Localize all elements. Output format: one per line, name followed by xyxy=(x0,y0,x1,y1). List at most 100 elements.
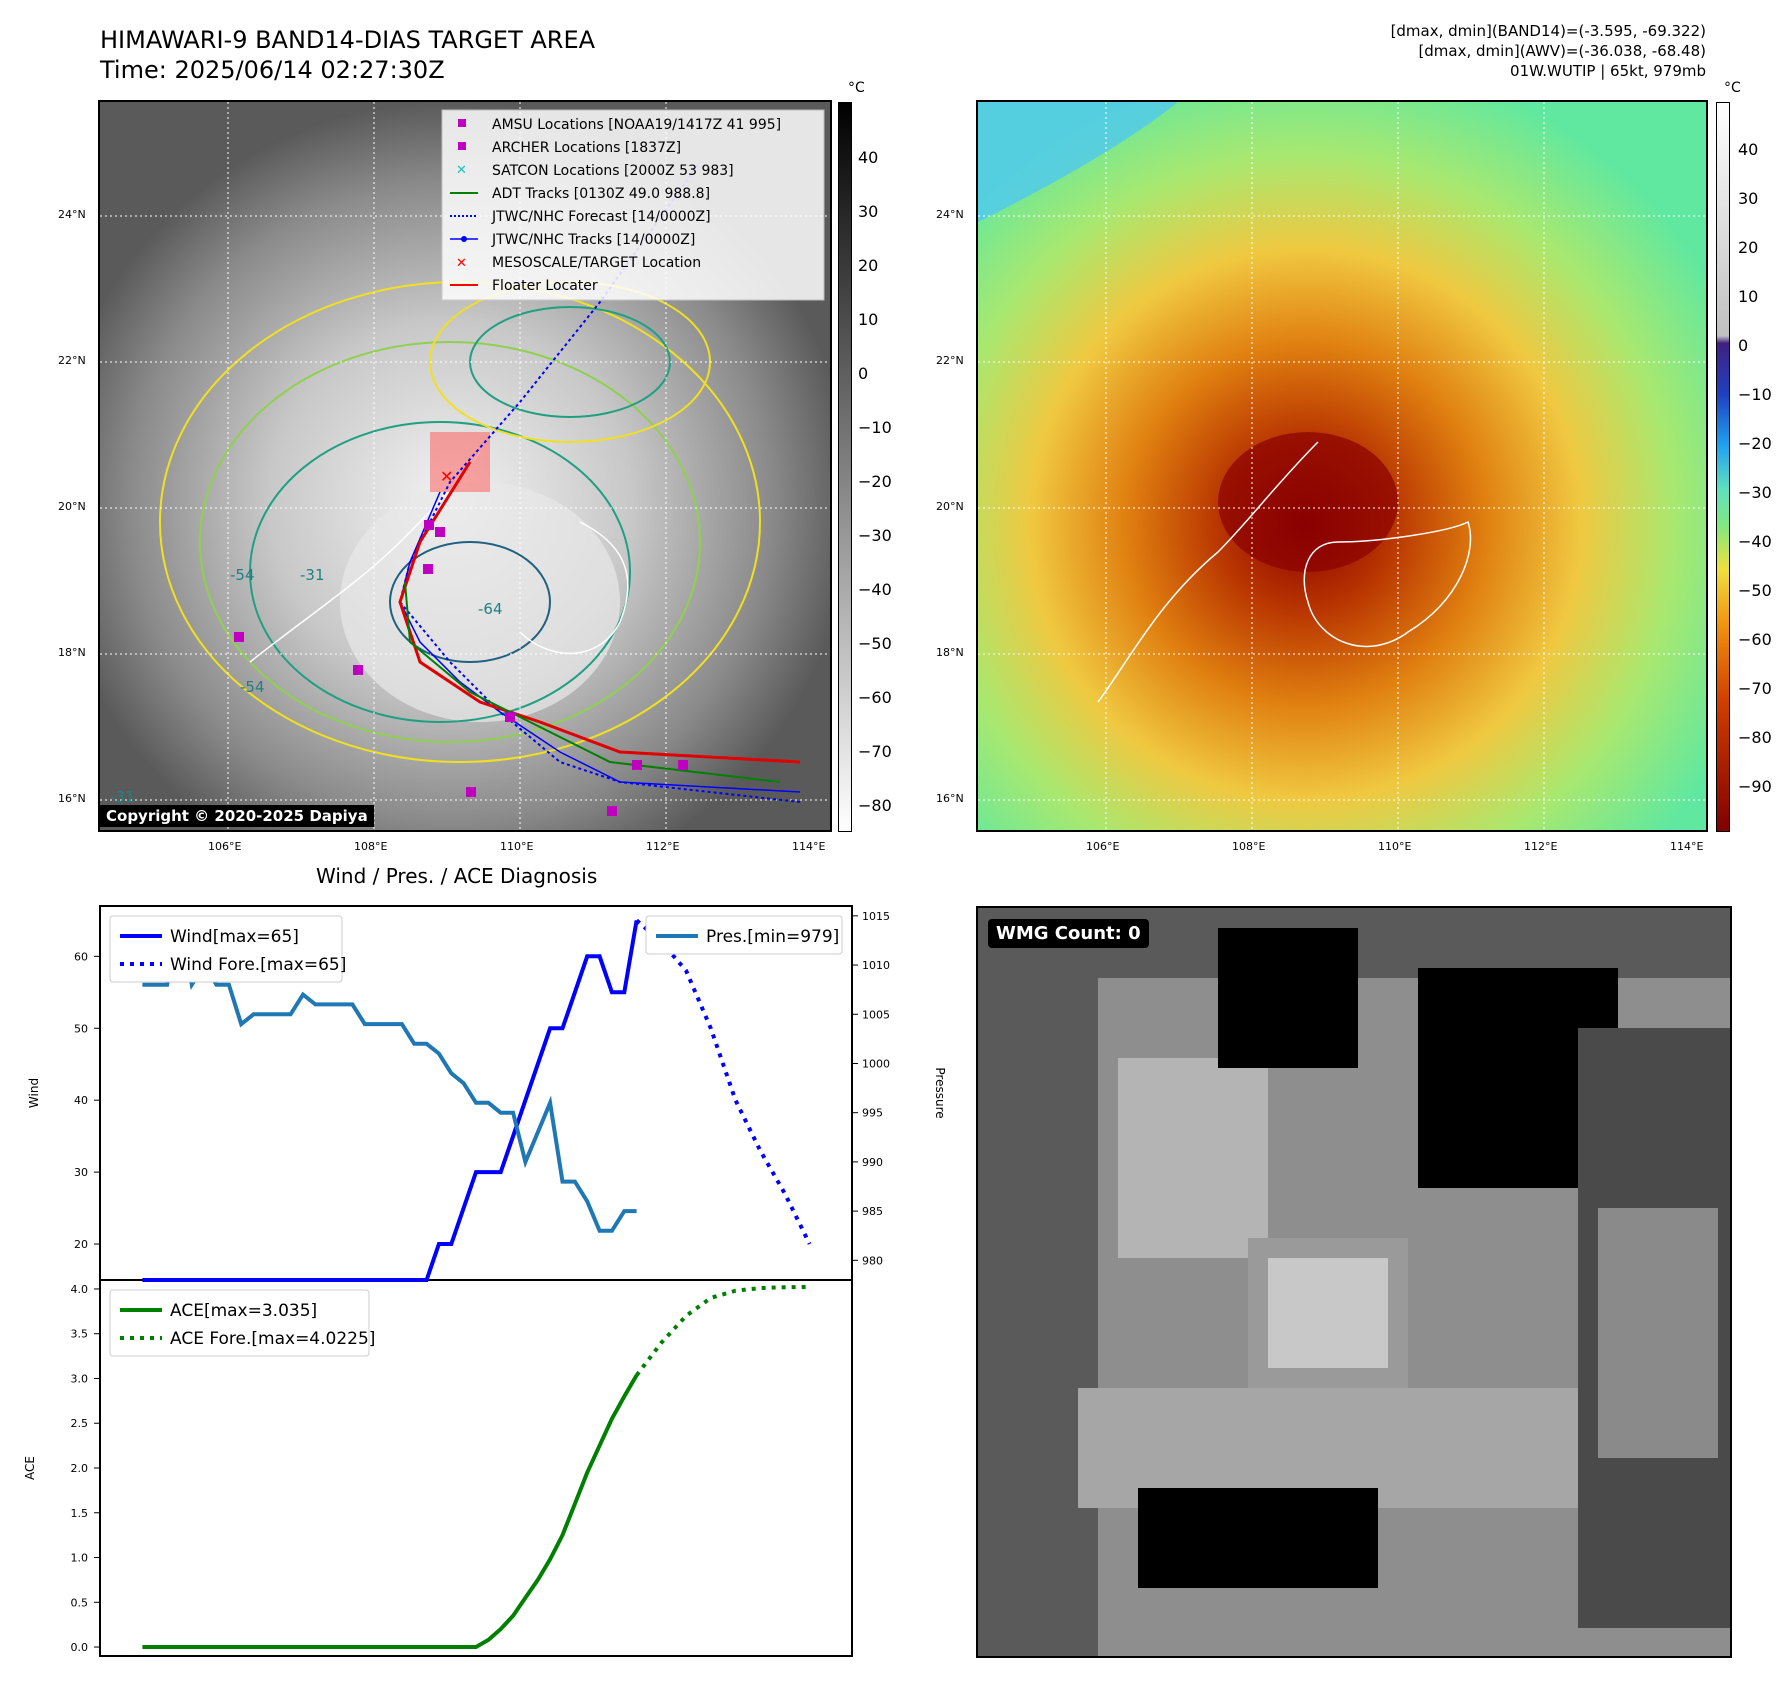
colorbar-tick: −40 xyxy=(858,580,892,599)
legend-label: ACE[max=3.035] xyxy=(170,1301,317,1321)
contour-label: -54 xyxy=(230,566,255,584)
series-line xyxy=(635,918,812,1245)
awv-map-svg xyxy=(978,102,1706,830)
y-tick-label: 0.0 xyxy=(71,1641,89,1654)
y-tick-label: 50 xyxy=(74,1022,88,1035)
colorbar-tick: 10 xyxy=(1738,287,1759,306)
legend-jtwc-forecast: JTWC/NHC Forecast [14/0000Z] xyxy=(491,209,711,225)
colorbar-tick: −70 xyxy=(1738,679,1772,698)
lon-label: 114°E xyxy=(1670,840,1704,853)
colorbar-tick: −10 xyxy=(858,418,892,437)
wmg-svg xyxy=(978,908,1730,1656)
legend-adt: ADT Tracks [0130Z 49.0 988.8] xyxy=(492,186,710,202)
colorbar-tick: 40 xyxy=(1738,140,1759,159)
wmg-panel xyxy=(976,906,1732,1658)
awv-colorbar xyxy=(1716,102,1730,832)
y-tick-label: 0.5 xyxy=(71,1596,89,1609)
contour-label: -54 xyxy=(240,678,265,696)
ir-map-svg: ✕ -54 -31 -64 -54 -31 AMSU Locations [NO… xyxy=(100,102,830,830)
legend-label: Wind Fore.[max=65] xyxy=(170,955,346,975)
y-tick-label: 30 xyxy=(74,1166,88,1179)
ir-legend: AMSU Locations [NOAA19/1417Z 41 995] ARC… xyxy=(441,109,825,301)
colorbar-tick: −40 xyxy=(1738,532,1772,551)
wmg-count-badge: WMG Count: 0 xyxy=(988,919,1149,948)
series-line xyxy=(635,1284,810,1377)
lat-label: 16°N xyxy=(58,792,86,805)
lat-label: 20°N xyxy=(936,500,964,513)
legend-satcon: SATCON Locations [2000Z 53 983] xyxy=(492,163,734,179)
series-line xyxy=(142,920,639,1282)
lat-label: 20°N xyxy=(58,500,86,513)
legend-box xyxy=(109,1289,370,1357)
colorbar-tick: 20 xyxy=(1738,238,1759,257)
contour-label: -64 xyxy=(478,600,503,618)
colorbar-tick: −10 xyxy=(1738,385,1772,404)
colorbar-tick: 10 xyxy=(858,310,879,329)
y-tick-label: 40 xyxy=(74,1094,88,1107)
svg-text:✕: ✕ xyxy=(456,163,467,178)
lat-label: 24°N xyxy=(936,208,964,221)
colorbar-tick: −30 xyxy=(1738,483,1772,502)
wind-ylabel: Wind xyxy=(27,1078,41,1108)
svg-text:✕: ✕ xyxy=(456,256,467,271)
colorbar-tick: −80 xyxy=(858,796,892,815)
lat-label: 18°N xyxy=(58,646,86,659)
lat-label: 18°N xyxy=(936,646,964,659)
awv-colorbar-unit: °C xyxy=(1724,80,1741,96)
lon-label: 106°E xyxy=(208,840,242,853)
ace-ylabel: ACE xyxy=(23,1456,37,1480)
figure-time: Time: 2025/06/14 02:27:30Z xyxy=(100,56,445,84)
legend-box xyxy=(109,915,343,983)
y-tick-label: 4.0 xyxy=(71,1283,89,1296)
colorbar-tick: −30 xyxy=(858,526,892,545)
info-line-2: [dmax, dmin](AWV)=(-36.038, -68.48) xyxy=(1418,42,1706,60)
contour-label: -31 xyxy=(110,788,135,806)
legend-jtwc-tracks: JTWC/NHC Tracks [14/0000Z] xyxy=(491,232,695,248)
legend-label: Pres.[min=979] xyxy=(706,927,839,947)
legend-archer: ARCHER Locations [1837Z] xyxy=(492,140,681,156)
colorbar-tick: −20 xyxy=(1738,434,1772,453)
awv-colorbar-ticks: 40 30 20 10 0 −10 −20 −30 −40 −50 −60 −7… xyxy=(1738,140,1788,800)
colorbar-tick: 40 xyxy=(858,148,879,167)
lon-label: 114°E xyxy=(792,840,826,853)
info-line-3: 01W.WUTIP | 65kt, 979mb xyxy=(1510,62,1706,80)
lon-label: 108°E xyxy=(354,840,388,853)
legend-amsu: AMSU Locations [NOAA19/1417Z 41 995] xyxy=(492,117,781,133)
series-line xyxy=(142,915,637,1233)
lon-label: 112°E xyxy=(646,840,680,853)
colorbar-tick: 0 xyxy=(1738,336,1749,355)
colorbar-tick: −50 xyxy=(858,634,892,653)
colorbar-tick: 0 xyxy=(858,364,869,383)
pressure-ylabel: Pressure xyxy=(933,1067,947,1118)
diagnosis-title: Wind / Pres. / ACE Diagnosis xyxy=(316,864,598,888)
legend-box xyxy=(645,915,843,955)
y-tick-right-label: 1000 xyxy=(862,1057,890,1070)
y-tick-right-label: 1015 xyxy=(862,910,890,923)
y-tick-label: 20 xyxy=(74,1238,88,1251)
colorbar-tick: −60 xyxy=(1738,630,1772,649)
y-tick-label: 1.5 xyxy=(71,1507,89,1520)
y-tick-right-label: 1010 xyxy=(862,959,890,972)
legend-label: Wind[max=65] xyxy=(170,927,299,947)
lat-label: 22°N xyxy=(936,354,964,367)
lon-label: 106°E xyxy=(1086,840,1120,853)
figure-title: HIMAWARI-9 BAND14-DIAS TARGET AREA xyxy=(100,26,596,54)
legend-floater: Floater Locater xyxy=(492,278,598,294)
ir-colorbar xyxy=(838,102,852,832)
y-tick-label: 3.0 xyxy=(71,1372,89,1385)
y-tick-right-label: 985 xyxy=(862,1205,883,1218)
lat-label: 22°N xyxy=(58,354,86,367)
ir-colorbar-unit: °C xyxy=(848,80,865,96)
lat-label: 16°N xyxy=(936,792,964,805)
svg-text:✕: ✕ xyxy=(440,467,453,486)
legend-label: ACE Fore.[max=4.0225] xyxy=(170,1329,375,1349)
colorbar-tick: 20 xyxy=(858,256,879,275)
lon-label: 112°E xyxy=(1524,840,1558,853)
colorbar-tick: −50 xyxy=(1738,581,1772,600)
y-tick-label: 1.0 xyxy=(71,1552,89,1565)
colorbar-tick: 30 xyxy=(1738,189,1759,208)
y-tick-right-label: 995 xyxy=(862,1107,883,1120)
colorbar-tick: −20 xyxy=(858,472,892,491)
lon-label: 108°E xyxy=(1232,840,1266,853)
